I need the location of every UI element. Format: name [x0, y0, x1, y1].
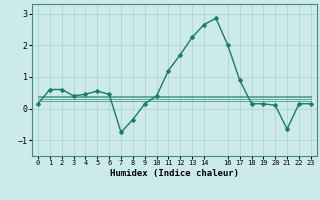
X-axis label: Humidex (Indice chaleur): Humidex (Indice chaleur) [110, 169, 239, 178]
